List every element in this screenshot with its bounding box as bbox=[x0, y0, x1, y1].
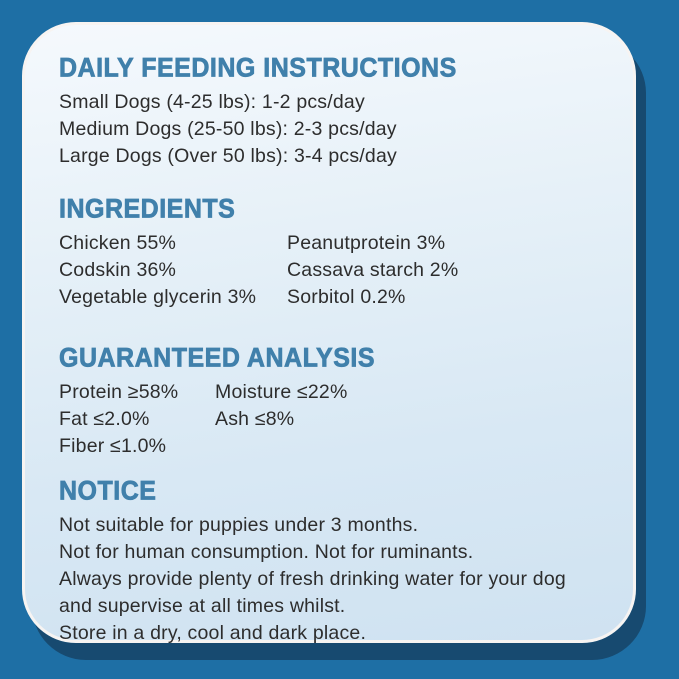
feeding-line-large-dogs: Large Dogs (Over 50 lbs): 3-4 pcs/day bbox=[59, 145, 397, 167]
analysis-item-moisture: Moisture ≤22% bbox=[215, 381, 348, 403]
ingredients-left-column: Chicken 55% Codskin 36% Vegetable glycer… bbox=[59, 230, 287, 311]
ingredient-item: Sorbitol 0.2% bbox=[287, 286, 406, 308]
ingredient-item: Vegetable glycerin 3% bbox=[59, 286, 257, 308]
notice-line: Store in a dry, cool and dark place. bbox=[59, 622, 367, 644]
section-notice: NOTICE Not suitable for puppies under 3 … bbox=[59, 476, 599, 647]
ingredient-item: Chicken 55% bbox=[59, 232, 177, 254]
ingredients-right-column: Peanutprotein 3% Cassava starch 2% Sorbi… bbox=[287, 230, 599, 311]
guaranteed-analysis-heading: GUARANTEED ANALYSIS bbox=[59, 343, 376, 373]
analysis-item-protein: Protein ≥58% bbox=[59, 381, 179, 403]
analysis-item-fat: Fat ≤2.0% bbox=[59, 408, 150, 430]
analysis-item-fiber: Fiber ≤1.0% bbox=[59, 435, 167, 457]
analysis-item-ash: Ash ≤8% bbox=[215, 408, 295, 430]
ingredient-item: Cassava starch 2% bbox=[287, 259, 459, 281]
notice-line: and supervise at all times whilst. bbox=[59, 595, 346, 617]
analysis-columns: Protein ≥58% Fat ≤2.0% Fiber ≤1.0% Moist… bbox=[59, 379, 599, 460]
section-ingredients: INGREDIENTS Chicken 55% Codskin 36% Vege… bbox=[59, 194, 599, 311]
ingredient-item: Codskin 36% bbox=[59, 259, 177, 281]
notice-line: Always provide plenty of fresh drinking … bbox=[59, 568, 566, 590]
section-guaranteed-analysis: GUARANTEED ANALYSIS Protein ≥58% Fat ≤2.… bbox=[59, 343, 599, 460]
analysis-left-column: Protein ≥58% Fat ≤2.0% Fiber ≤1.0% bbox=[59, 379, 215, 460]
notice-heading: NOTICE bbox=[59, 476, 157, 506]
ingredient-item: Peanutprotein 3% bbox=[287, 232, 446, 254]
feeding-line-medium-dogs: Medium Dogs (25-50 lbs): 2-3 pcs/day bbox=[59, 118, 397, 140]
ingredients-heading: INGREDIENTS bbox=[59, 194, 236, 224]
section-daily-feeding: DAILY FEEDING INSTRUCTIONS Small Dogs (4… bbox=[59, 53, 599, 170]
label-card: DAILY FEEDING INSTRUCTIONS Small Dogs (4… bbox=[22, 22, 636, 644]
feeding-line-small-dogs: Small Dogs (4-25 lbs): 1-2 pcs/day bbox=[59, 91, 365, 113]
daily-feeding-heading: DAILY FEEDING INSTRUCTIONS bbox=[59, 53, 457, 83]
analysis-right-column: Moisture ≤22% Ash ≤8% bbox=[215, 379, 599, 460]
notice-line: Not suitable for puppies under 3 months. bbox=[59, 514, 419, 536]
notice-line: Not for human consumption. Not for rumin… bbox=[59, 541, 474, 563]
ingredients-columns: Chicken 55% Codskin 36% Vegetable glycer… bbox=[59, 230, 599, 311]
